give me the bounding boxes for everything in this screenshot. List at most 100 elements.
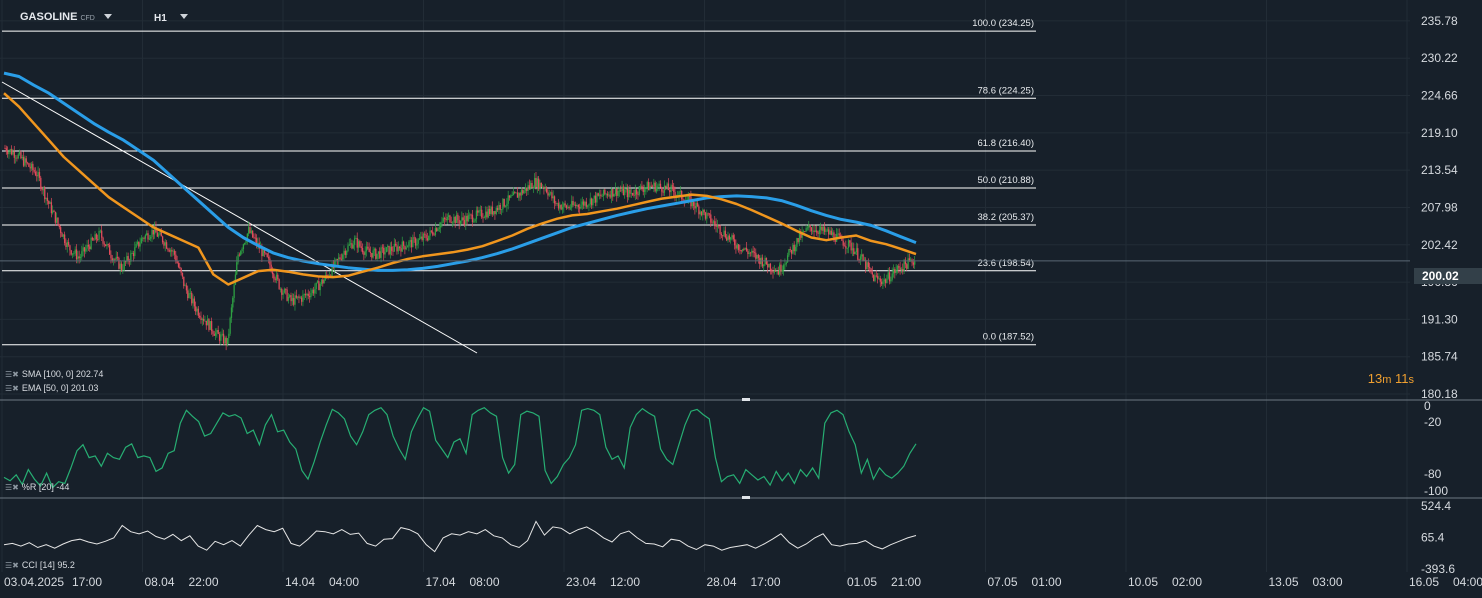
candle-body xyxy=(474,219,476,222)
candle-body xyxy=(446,216,448,221)
time-tick-label: 04:00 xyxy=(1453,575,1482,589)
candle-body xyxy=(357,241,360,248)
candle-body xyxy=(291,298,294,302)
candle-body xyxy=(54,211,57,223)
candle-body xyxy=(28,163,30,167)
price-tick-label: 180.18 xyxy=(1421,387,1458,401)
candle-body xyxy=(335,259,337,261)
fib-label: 100.0 (234.25) xyxy=(972,18,1034,29)
candle-body xyxy=(879,278,881,282)
candle-body xyxy=(567,206,569,209)
candle-body xyxy=(559,204,561,209)
candle-body xyxy=(763,264,765,267)
candle-body xyxy=(481,209,483,218)
candle-body xyxy=(136,241,139,245)
cci-tick-label: -393.6 xyxy=(1421,562,1455,576)
candle-body xyxy=(902,269,904,271)
candle-body xyxy=(654,182,656,192)
settings-icon[interactable]: ☰✖ xyxy=(5,483,19,492)
symbol-selector[interactable]: GASOLINE CFD xyxy=(20,11,95,23)
candle-body xyxy=(605,193,607,195)
candle-body xyxy=(674,191,676,197)
candle-body xyxy=(796,238,798,247)
candle-body xyxy=(699,211,701,215)
candle-body xyxy=(511,195,513,196)
candle-body xyxy=(421,236,423,241)
candle-body xyxy=(598,194,601,196)
candle-body xyxy=(457,214,459,221)
candle-body xyxy=(293,298,295,305)
candle-body xyxy=(650,185,652,187)
candle-body xyxy=(131,253,133,254)
candle-body xyxy=(536,178,538,188)
candle-body xyxy=(577,204,580,208)
candle-body xyxy=(874,275,876,282)
candle-body xyxy=(503,198,505,207)
candle-body xyxy=(246,233,249,242)
candle-body xyxy=(516,192,519,198)
candle-body xyxy=(79,256,82,259)
candle-body xyxy=(109,244,111,255)
candle-body xyxy=(547,192,549,196)
candle-body xyxy=(809,225,811,228)
candle-body xyxy=(210,321,213,332)
candle-body xyxy=(849,240,851,243)
timeframe-caret-icon[interactable] xyxy=(180,14,188,19)
candle-body xyxy=(127,256,129,262)
candle-body xyxy=(801,231,803,238)
candle-body xyxy=(135,244,137,248)
candle-body xyxy=(454,216,456,224)
candle-body xyxy=(37,172,39,177)
settings-icon[interactable]: ☰✖ xyxy=(5,370,19,379)
candle-body xyxy=(747,250,749,254)
legend-sma[interactable]: ☰✖ SMA [100, 0] 202.74 xyxy=(5,369,103,379)
candle-body xyxy=(139,243,141,247)
candle-body xyxy=(467,215,470,222)
candles xyxy=(4,144,916,351)
candle-body xyxy=(85,248,87,252)
candle-body xyxy=(290,295,292,302)
candle-body xyxy=(475,210,478,220)
candle-body xyxy=(755,252,757,259)
timeframe-label: H1 xyxy=(154,13,167,24)
candle-body xyxy=(854,252,856,255)
candle-body xyxy=(344,250,347,255)
symbol-caret-icon[interactable] xyxy=(104,14,112,19)
time-tick-label: 08:00 xyxy=(470,575,500,589)
candle-body xyxy=(545,188,548,193)
cci-tick-label: 65.4 xyxy=(1421,531,1445,545)
candle-body xyxy=(283,288,286,293)
candle-body xyxy=(334,260,336,268)
candle-body xyxy=(16,157,18,159)
candle-body xyxy=(526,187,528,191)
time-tick-label: 17:00 xyxy=(72,575,102,589)
candle-body xyxy=(48,201,50,204)
legend-cci[interactable]: ☰✖ CCI [14] 95.2 xyxy=(5,560,75,570)
candle-body xyxy=(871,272,874,275)
candle-body xyxy=(177,263,180,267)
candle-body xyxy=(269,258,271,265)
candle-body xyxy=(381,247,384,249)
candle-body xyxy=(695,202,697,209)
time-tick-label: 01.05 xyxy=(847,575,877,589)
candle-body xyxy=(331,264,333,277)
candle-body xyxy=(338,257,340,260)
candle-body xyxy=(751,250,753,254)
legend-wr[interactable]: ☰✖ %R [20] -44 xyxy=(5,482,69,492)
candle-body xyxy=(307,293,309,296)
time-tick-label: 10.05 xyxy=(1128,575,1158,589)
settings-icon[interactable]: ☰✖ xyxy=(5,384,19,393)
candle-body xyxy=(208,319,210,330)
candle-body xyxy=(543,187,545,189)
legend-ema[interactable]: ☰✖ EMA [50, 0] 201.03 xyxy=(5,383,98,393)
timeframe-selector[interactable]: H1 xyxy=(154,13,167,24)
candle-body xyxy=(853,248,855,255)
price-tick-label: 202.42 xyxy=(1421,238,1458,252)
settings-icon[interactable]: ☰✖ xyxy=(5,561,19,570)
candle-body xyxy=(679,190,682,192)
candle-body xyxy=(376,253,378,259)
candle-body xyxy=(455,214,458,224)
candle-body xyxy=(833,232,835,240)
candle-body xyxy=(444,218,446,220)
